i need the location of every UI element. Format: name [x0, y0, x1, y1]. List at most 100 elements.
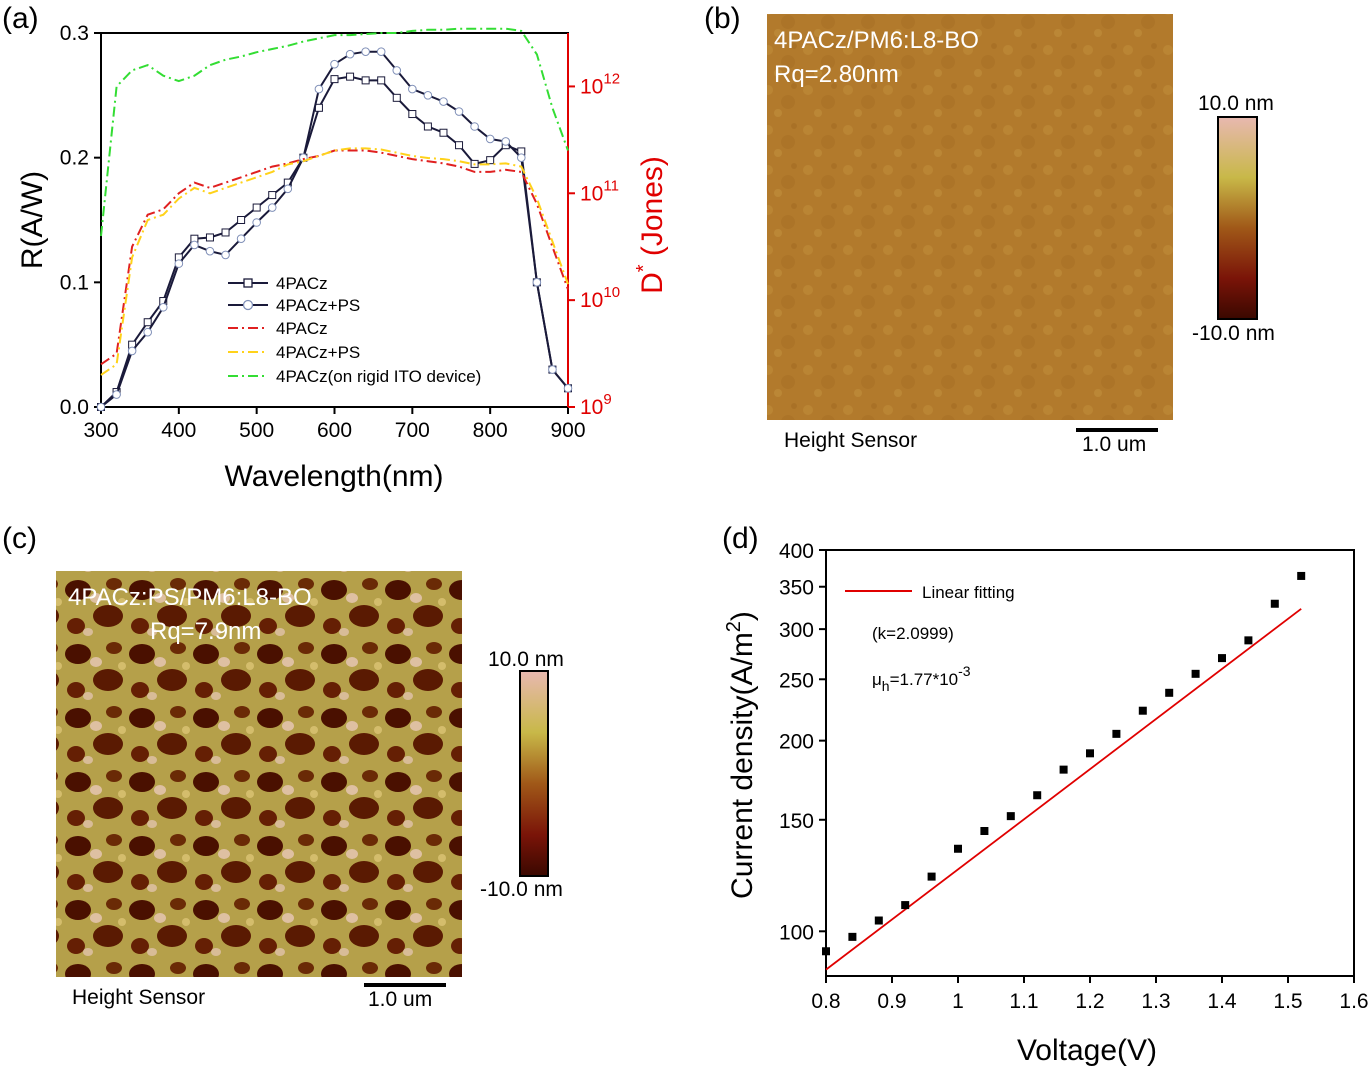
colorbar-c: [519, 670, 549, 877]
data-point: [1191, 669, 1200, 678]
y2-tick-label: 1011: [580, 177, 619, 205]
series-resp-4pacz-ps-point: [470, 122, 479, 131]
x-tick-label: 1.5: [1273, 990, 1302, 1013]
series-resp-4pacz-point: [486, 156, 495, 165]
series-resp-4pacz-ps-point: [127, 346, 137, 356]
colorbar-b-max: 10.0 nm: [1198, 92, 1274, 115]
panel-b: (b) 4PACz/PM6:L8-BO Rq=2.80nm 10.0 nm -1…: [704, 2, 1275, 456]
panel-a-xlabel: Wavelength(nm): [225, 460, 444, 493]
panel-a-y2label-main: D: [636, 272, 669, 294]
legend-label: 4PACz: [276, 319, 328, 338]
series-resp-4pacz-ps-point: [314, 84, 324, 94]
data-point: [1270, 599, 1279, 608]
x-tick-label: 400: [161, 419, 196, 442]
legend-item-det-4pacz: 4PACz: [228, 319, 328, 338]
series-resp-4pacz-ps-point: [283, 184, 293, 194]
series-resp-4pacz-ps-point: [408, 84, 417, 94]
series-resp-4pacz-point: [330, 75, 339, 84]
series-resp-4pacz-point: [423, 122, 432, 131]
x-tick-label: 1.4: [1207, 990, 1237, 1013]
panel-c: (c) 4PACz:PS/PM6:L8-BO Rq=7.9nm 10.0 nm …: [2, 522, 564, 1011]
y-tick-label: 200: [779, 731, 814, 754]
fit-line: [825, 608, 1302, 971]
series-resp-4pacz-point: [361, 76, 370, 85]
series-resp-4pacz-ps-point: [439, 97, 448, 106]
mobility-main: μ: [872, 670, 882, 689]
legend-label: 4PACz+PS: [276, 296, 360, 315]
series-resp-4pacz-ps-point: [96, 402, 106, 412]
legend-item-resp-4pacz-ps: 4PACz+PS: [228, 296, 360, 315]
series-det-4pacz-line: [100, 149, 569, 366]
series-resp-4pacz-point: [237, 216, 246, 224]
data-point: [1033, 791, 1042, 800]
data-point: [980, 827, 989, 836]
series-resp-4pacz-ps-point: [423, 91, 433, 100]
panel-a-y2label: D* (Jones): [633, 156, 669, 294]
colorbar-c-max: 10.0 nm: [488, 648, 564, 671]
scale-bar-b-label: 1.0 um: [1082, 433, 1146, 456]
afm-image-b: [767, 14, 1173, 420]
x-tick-label: 1.3: [1141, 990, 1170, 1013]
data-point: [901, 901, 910, 910]
data-point: [1059, 765, 1068, 774]
series-resp-4pacz-ps-point: [330, 59, 339, 69]
series-resp-4pacz-ps-point: [112, 390, 121, 399]
series-resp-4pacz-point: [221, 228, 230, 237]
series-resp-4pacz-ps-point: [252, 218, 261, 227]
legend-item-det-ito: 4PACz(on rigid ITO device): [228, 367, 481, 386]
panel-a: (a) 300 400 500 600 700 800 900 0.0 0.1 0.2 0.3 109…: [2, 2, 669, 493]
series-resp-4pacz-ps-point: [221, 250, 230, 260]
scale-bar-c-label: 1.0 um: [368, 988, 432, 1011]
data-point: [1165, 688, 1174, 697]
panel-d-xlabel: Voltage(V): [1017, 1034, 1157, 1067]
panel-d-ylabel-end: ): [726, 611, 759, 621]
series-resp-4pacz-ps-point: [548, 365, 557, 374]
series-resp-4pacz-point: [205, 233, 214, 242]
panel-a-legend: 4PACz 4PACz+PS 4PACz 4PACz+PS 4PACz(on r…: [228, 274, 481, 386]
data-point: [874, 916, 883, 925]
series-resp-4pacz-point: [143, 318, 152, 327]
panel-a-y2label-sup: *: [633, 264, 655, 272]
data-point: [1297, 571, 1306, 580]
x-tick-label: 300: [83, 419, 118, 442]
data-point: [1112, 729, 1121, 738]
series-resp-4pacz-ps-point: [267, 203, 277, 212]
y-tick-label: 350: [779, 577, 814, 600]
y-tick-label: 250: [779, 669, 814, 692]
series-resp-4pacz-ps-point: [563, 384, 573, 393]
mobility-exp: -3: [958, 663, 971, 679]
x-tick-label: 900: [550, 419, 585, 442]
panel-d-ticks: 0.8 0.9 1 1.1 1.2 1.3 1.4 1.5 1.6 100 150 200 250 300…: [779, 540, 1369, 1013]
panel-d-ylabel-main: Current density(A/m: [726, 632, 759, 899]
panel-d-frame: [825, 549, 1355, 977]
y-tick-label: 150: [779, 810, 814, 833]
series-resp-4pacz-ps-point: [376, 47, 386, 57]
panel-a-series: [96, 27, 573, 412]
afm-c-rq: Rq=7.9nm: [150, 618, 261, 645]
data-point: [954, 844, 962, 853]
legend-label: 4PACz+PS: [276, 343, 360, 362]
series-resp-4pacz-point: [377, 76, 386, 85]
x-tick-label: 700: [395, 419, 430, 442]
panel-a-y2label-rest: (Jones): [636, 156, 669, 264]
colorbar-b: [1217, 116, 1258, 320]
y2-tick-label: 1010: [580, 284, 620, 312]
data-point: [927, 872, 936, 881]
series-resp-4pacz-ps-point: [174, 259, 184, 268]
series-resp-4pacz-ps-point: [361, 47, 370, 57]
x-tick-label: 0.8: [811, 990, 840, 1013]
legend-label: 4PACz: [276, 274, 328, 293]
panel-d-ylabel: Current density(A/m2): [723, 611, 759, 899]
data-point: [848, 932, 857, 941]
series-resp-4pacz-point: [252, 203, 261, 212]
series-resp-4pacz-point: [268, 191, 277, 200]
legend-item-det-4pacz-ps: 4PACz+PS: [228, 343, 360, 362]
afm-image-c: [56, 571, 462, 977]
data-point: [1138, 706, 1147, 715]
data-point: [1086, 749, 1094, 758]
series-resp-4pacz-ps-point: [517, 153, 526, 162]
panel-a-label: (a): [2, 2, 39, 35]
mobility-eq: =1.77*10: [890, 670, 959, 689]
x-tick-label: 1: [952, 990, 964, 1013]
series-resp-4pacz-ps-point: [501, 137, 511, 146]
